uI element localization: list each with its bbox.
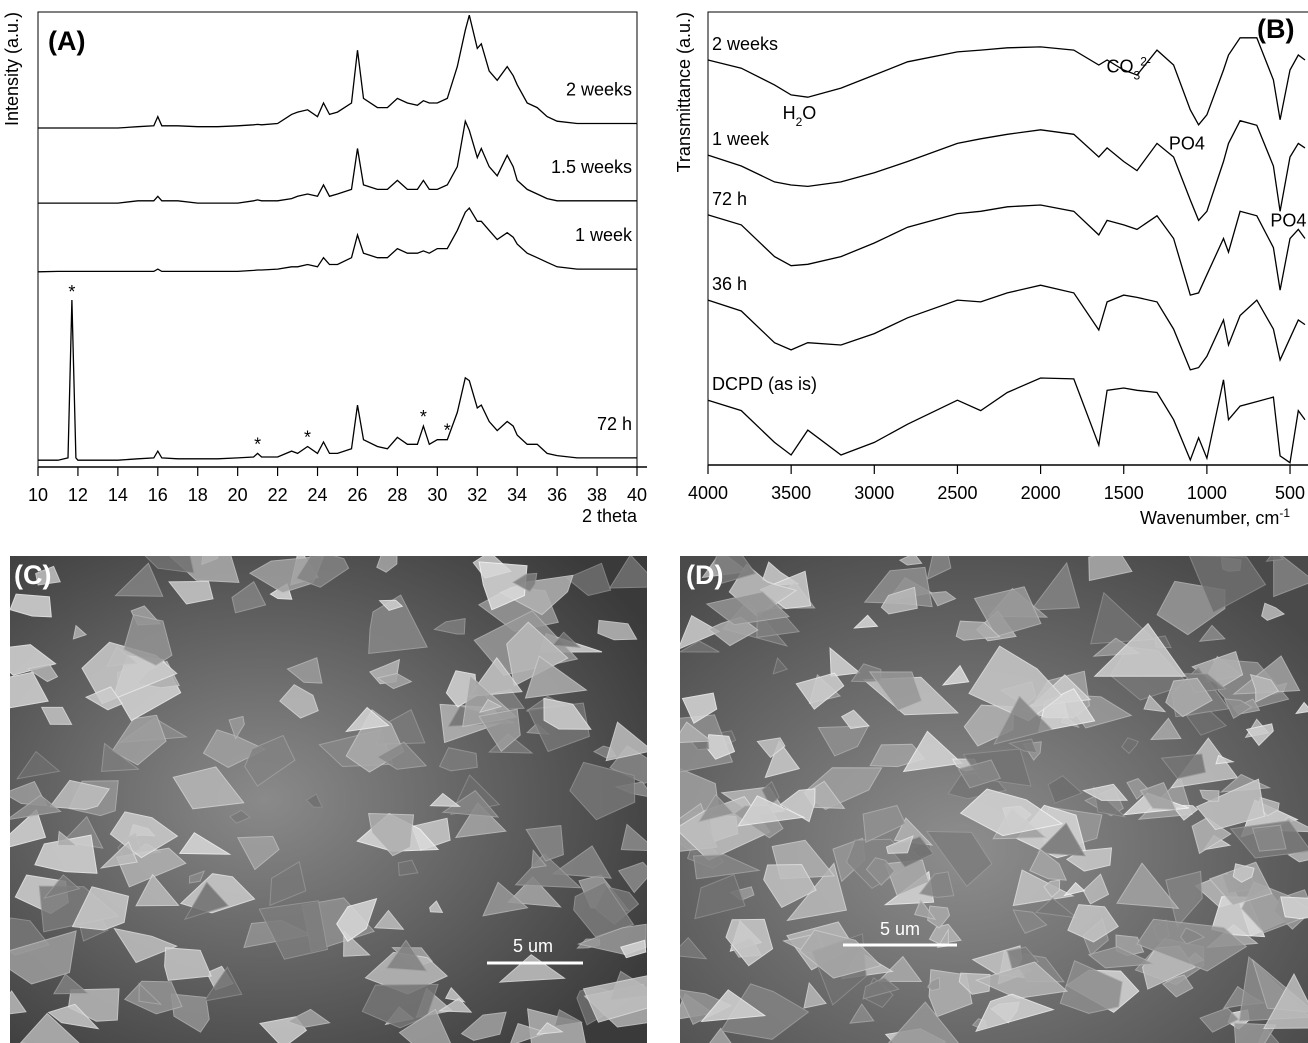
annotation: PO4 xyxy=(1270,210,1306,230)
panel-label: (B) xyxy=(1257,14,1294,44)
x-tick-label: 2500 xyxy=(937,483,977,503)
annotation: H2O xyxy=(783,103,817,129)
sem-crystal xyxy=(1267,550,1283,561)
text-part: * xyxy=(68,282,75,302)
x-tick-label: 14 xyxy=(108,485,128,505)
panel-label: (C) xyxy=(14,560,51,590)
text-part: * xyxy=(444,421,451,441)
series-label: 1 week xyxy=(575,225,633,245)
series-label: 1.5 weeks xyxy=(551,157,632,177)
y-axis-label: Intensity (a.u.) xyxy=(2,12,22,126)
x-tick-label: 2000 xyxy=(1021,483,1061,503)
x-tick-label: 32 xyxy=(467,485,487,505)
text-part: * xyxy=(420,407,427,427)
x-tick-label: 30 xyxy=(427,485,447,505)
text-part: PO4 xyxy=(1169,133,1205,153)
series-line xyxy=(708,38,1305,125)
x-axis-label: 2 theta xyxy=(582,506,638,526)
plot-frame xyxy=(38,12,637,467)
text-part: * xyxy=(304,427,311,447)
x-tick-label: 26 xyxy=(347,485,367,505)
x-tick-label: 1500 xyxy=(1104,483,1144,503)
sem-image-c xyxy=(0,542,660,1043)
annotation: * xyxy=(444,421,451,441)
x-tick-label: 34 xyxy=(507,485,527,505)
x-tick-label: 16 xyxy=(148,485,168,505)
x-tick-label: 20 xyxy=(228,485,248,505)
annotation: * xyxy=(68,282,75,302)
x-tick-label: 3500 xyxy=(771,483,811,503)
x-tick-label: 24 xyxy=(308,485,328,505)
sem-crystal xyxy=(1281,897,1308,919)
text-part: PO4 xyxy=(1270,210,1306,230)
series-label: 2 weeks xyxy=(566,79,632,99)
x-tick-label: 36 xyxy=(547,485,567,505)
series-label: 72 h xyxy=(712,189,747,209)
plot-frame xyxy=(708,12,1308,465)
series-label: DCPD (as is) xyxy=(712,374,817,394)
text-part: 2- xyxy=(1140,54,1151,68)
x-tick-label: 22 xyxy=(268,485,288,505)
text-part: O xyxy=(802,103,816,123)
scale-bar-label: 5 um xyxy=(513,936,553,956)
sem-image-d xyxy=(664,544,1308,1043)
series-line xyxy=(708,285,1305,370)
series-label: 72 h xyxy=(597,414,632,434)
x-tick-label: 38 xyxy=(587,485,607,505)
annotation: * xyxy=(304,427,311,447)
x-tick-label: 18 xyxy=(188,485,208,505)
x-tick-label: 4000 xyxy=(688,483,728,503)
series-line xyxy=(38,121,637,203)
series-line xyxy=(38,15,637,128)
text-part: * xyxy=(254,434,261,454)
annotation: * xyxy=(420,407,427,427)
series-line xyxy=(38,300,637,460)
x-tick-label: 500 xyxy=(1275,483,1305,503)
x-tick-label: 3000 xyxy=(854,483,894,503)
text-part: Wavenumber, cm xyxy=(1140,508,1279,528)
x-tick-label: 12 xyxy=(68,485,88,505)
series-line xyxy=(708,121,1305,221)
y-axis-label: Transmittance (a.u.) xyxy=(674,12,694,172)
series-label: 2 weeks xyxy=(712,34,778,54)
x-tick-label: 1000 xyxy=(1187,483,1227,503)
text-part: H xyxy=(783,103,796,123)
text-part: 3 xyxy=(1134,68,1141,82)
annotation: * xyxy=(254,434,261,454)
series-line xyxy=(708,205,1305,295)
x-tick-label: 40 xyxy=(627,485,647,505)
text-part: -1 xyxy=(1279,506,1290,520)
x-axis-label: Wavenumber, cm-1 xyxy=(1140,506,1290,528)
panel-label: (D) xyxy=(686,560,723,590)
series-label: 36 h xyxy=(712,274,747,294)
text-part: CO xyxy=(1107,56,1134,76)
annotation: CO32- xyxy=(1107,54,1151,82)
x-tick-label: 28 xyxy=(387,485,407,505)
annotation: PO4 xyxy=(1169,133,1205,153)
scale-bar-label: 5 um xyxy=(880,919,920,939)
figure: (C) (D) 5 um 5 um 10 12 14 16 18 20 22 24 26 28 30… xyxy=(0,0,1308,1043)
panel-label: (A) xyxy=(48,26,85,56)
x-tick-label: 10 xyxy=(28,485,48,505)
series-label: 1 week xyxy=(712,129,770,149)
series-line xyxy=(38,208,637,272)
